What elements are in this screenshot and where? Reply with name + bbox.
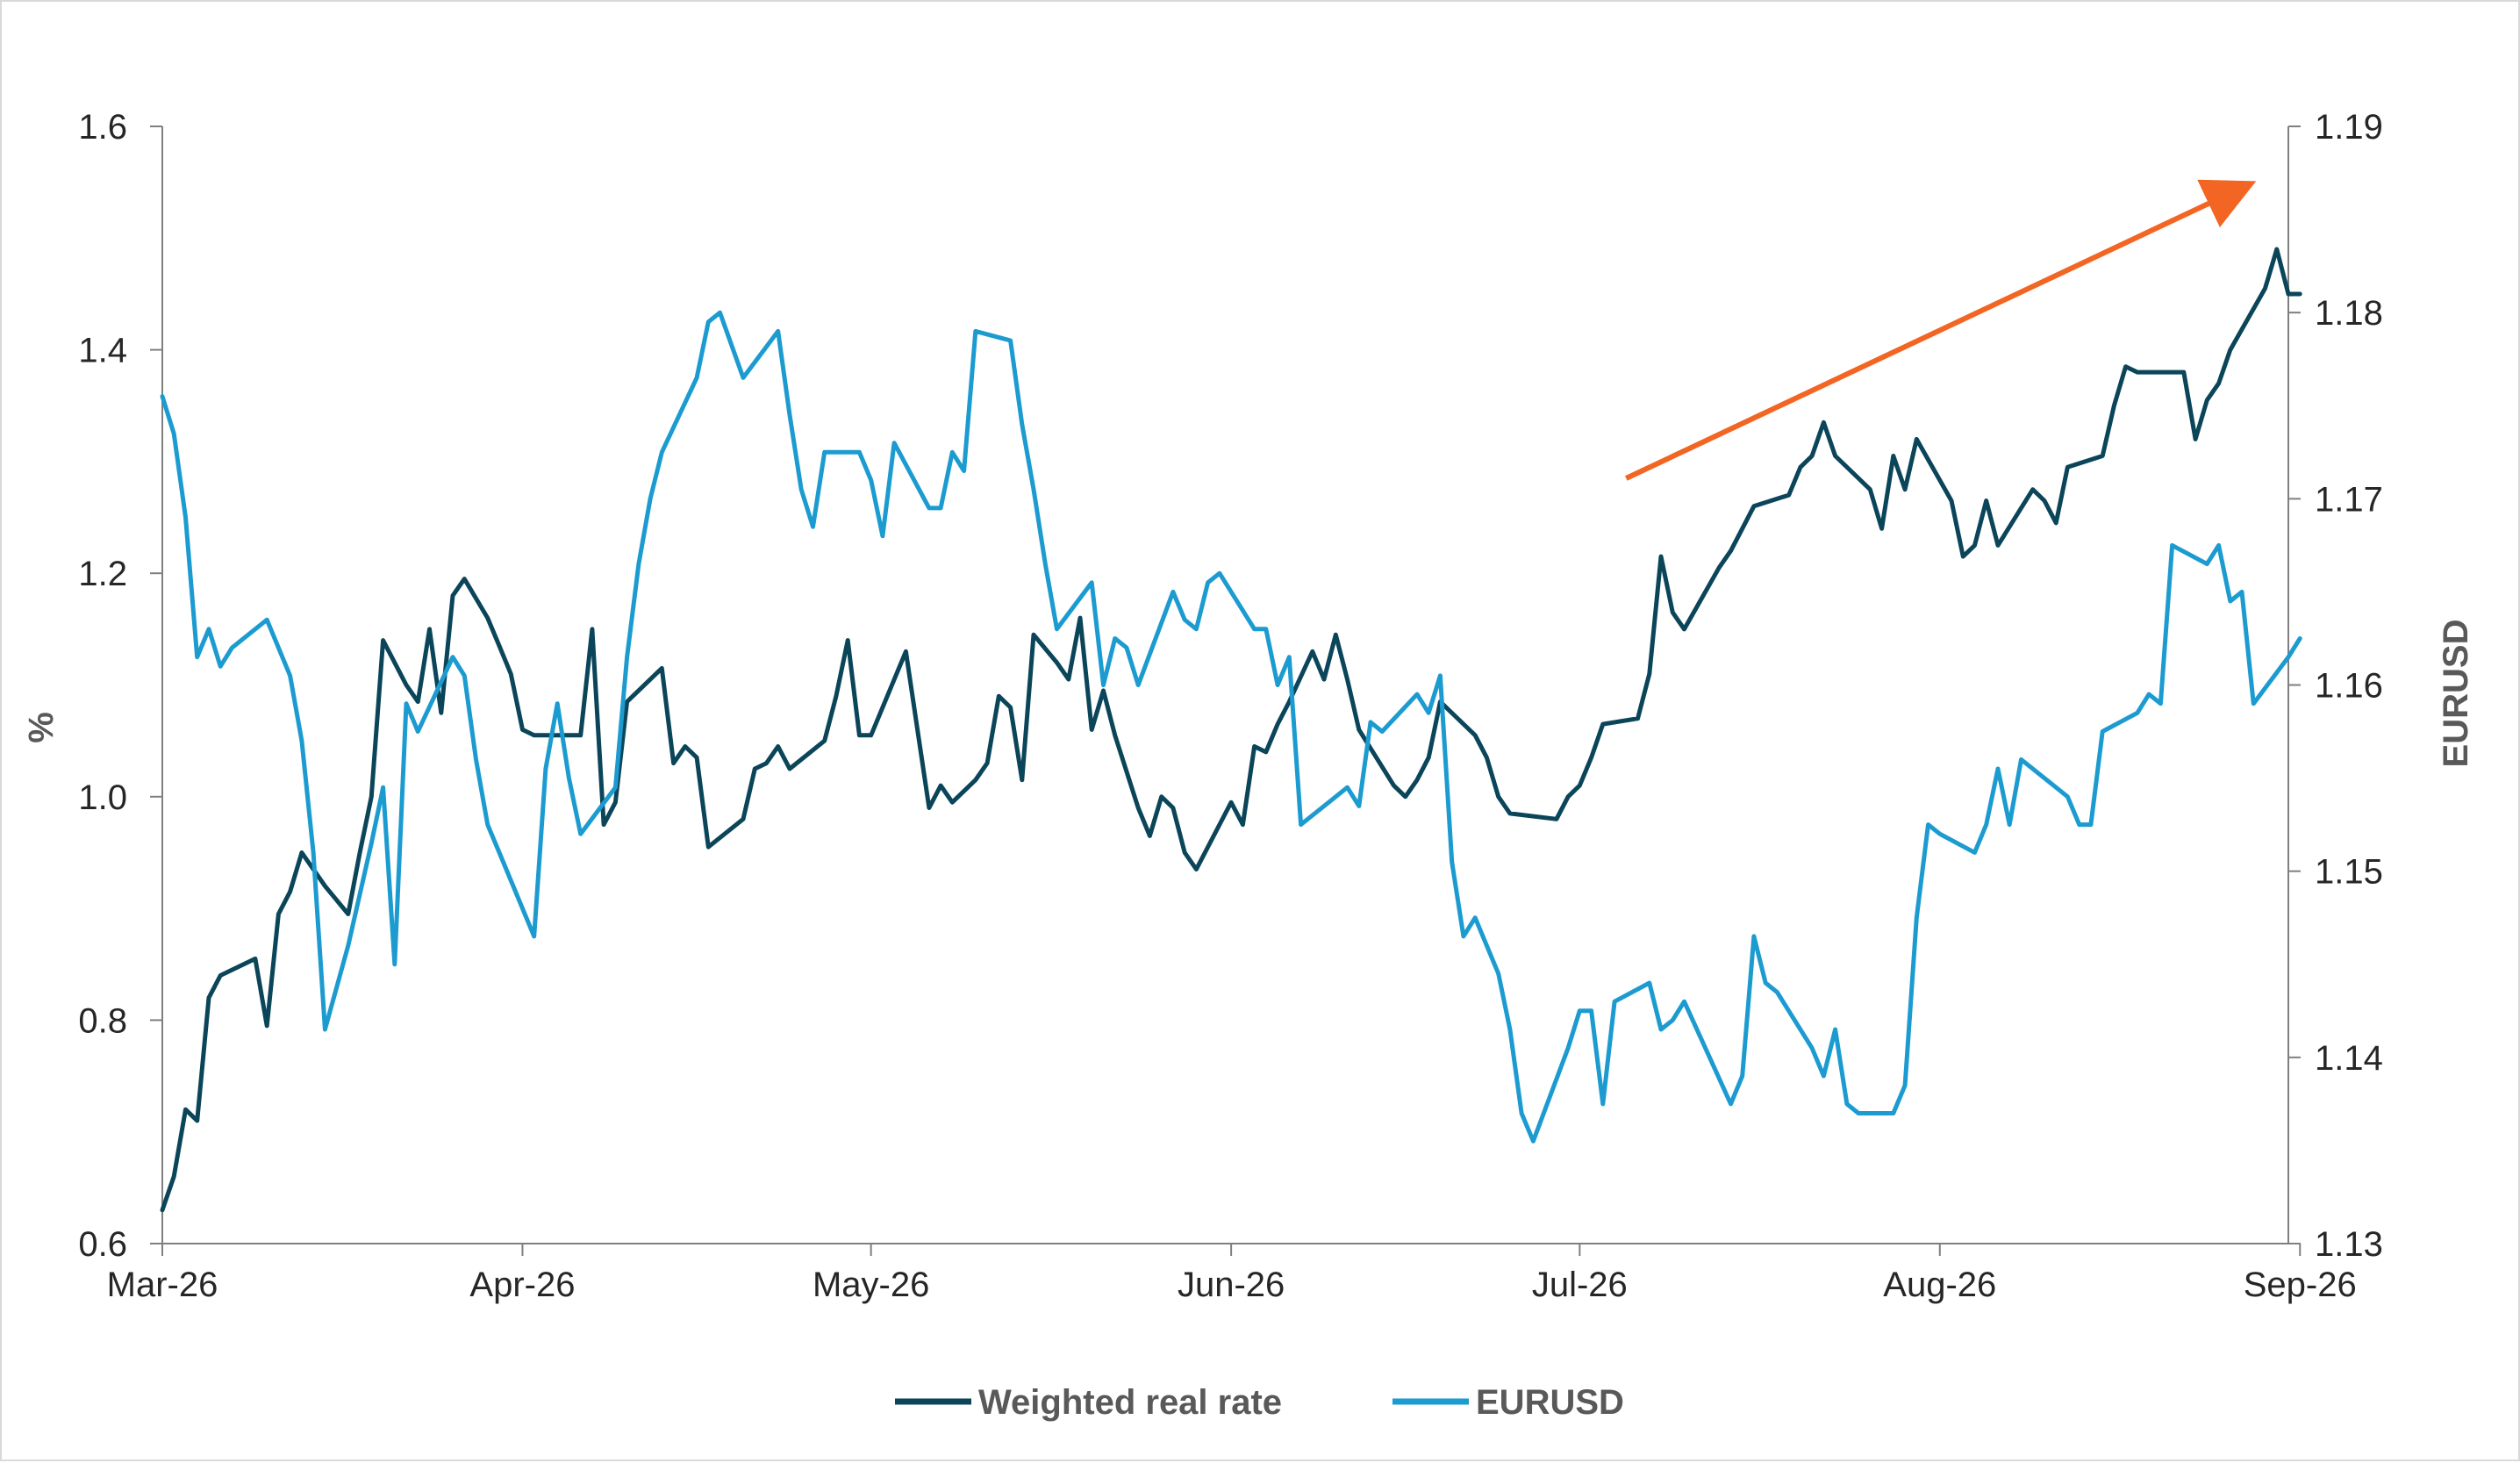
right-axis-title: EURUSD [2437,620,2475,768]
left-axis-tick-label: 0.8 [78,1001,127,1040]
right-axis-tick-label: 1.15 [2315,853,2383,892]
series-line-eurusd [160,310,2302,1144]
right-axis-tick-label: 1.14 [2315,1039,2383,1078]
legend: Weighted real rate EURUSD [895,1383,1624,1422]
right-axis-tick-label: 1.13 [2315,1225,2383,1264]
left-axis-title: % [22,712,61,743]
series-line-weighted-real-rate [160,247,2302,1213]
right-axis-tick-label: 1.16 [2315,667,2383,706]
axes-layer: 0.6 0.8 1.0 1.2 1.4 1.6 1.13 1.14 1.15 1.16 1.17 1.… [78,108,2382,1304]
annotation-layer [1625,179,2257,481]
x-axis-tick-label: Apr-26 [469,1266,575,1304]
x-axis-tick-label: Mar-26 [107,1266,218,1304]
legend-label-eurusd: EURUSD [1476,1383,1624,1422]
x-axis-tick-label: May-26 [813,1266,929,1304]
right-axis-tick-label: 1.18 [2315,294,2383,333]
left-axis-tick-label: 0.6 [78,1225,127,1264]
legend-label-weighted-real-rate: Weighted real rate [978,1383,1282,1422]
trend-arrow [1625,179,2257,481]
left-axis-tick-label: 1.4 [78,332,127,370]
x-axis-tick-label: Jul-26 [1532,1266,1628,1304]
right-axis-tick-label: 1.19 [2315,108,2383,147]
left-axis-tick-label: 1.6 [78,108,127,147]
right-axis-tick-label: 1.17 [2315,480,2383,519]
x-axis-tick-label: Sep-26 [2244,1266,2357,1304]
left-axis-tick-label: 1.0 [78,778,127,817]
series-layer [160,247,2302,1213]
x-axis-tick-label: Aug-26 [1883,1266,1996,1304]
x-axis-tick-label: Jun-26 [1178,1266,1285,1304]
left-axis-tick-label: 1.2 [78,555,127,593]
